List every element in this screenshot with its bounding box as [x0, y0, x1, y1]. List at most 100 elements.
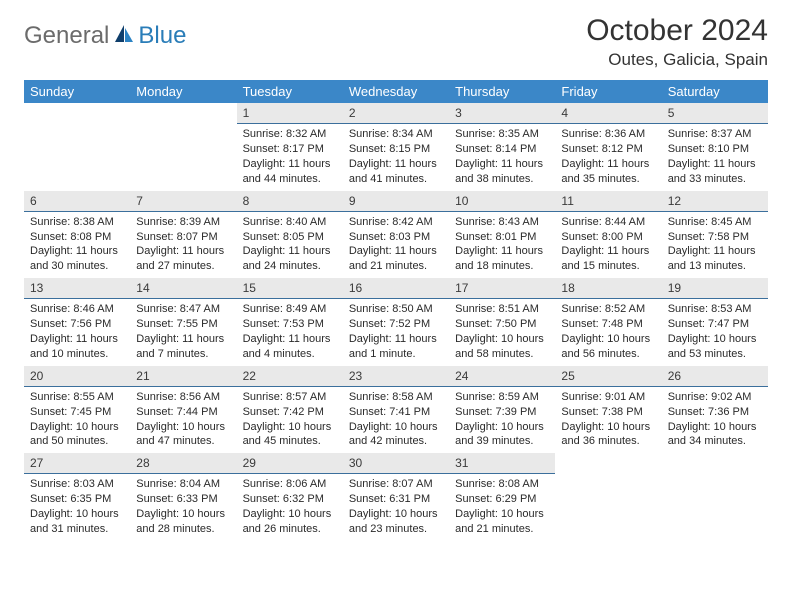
- day-body: Sunrise: 8:47 AMSunset: 7:55 PMDaylight:…: [130, 299, 236, 365]
- day-body: Sunrise: 8:06 AMSunset: 6:32 PMDaylight:…: [237, 474, 343, 540]
- day-body: Sunrise: 8:58 AMSunset: 7:41 PMDaylight:…: [343, 387, 449, 453]
- calendar-cell: 27Sunrise: 8:03 AMSunset: 6:35 PMDayligh…: [24, 453, 130, 541]
- weekday-header: Saturday: [662, 80, 768, 103]
- calendar-cell: 10Sunrise: 8:43 AMSunset: 8:01 PMDayligh…: [449, 191, 555, 279]
- day-body: Sunrise: 8:39 AMSunset: 8:07 PMDaylight:…: [130, 212, 236, 278]
- day-body: Sunrise: 8:07 AMSunset: 6:31 PMDaylight:…: [343, 474, 449, 540]
- weekday-header: Tuesday: [237, 80, 343, 103]
- day-body: Sunrise: 8:49 AMSunset: 7:53 PMDaylight:…: [237, 299, 343, 365]
- calendar-cell: 19Sunrise: 8:53 AMSunset: 7:47 PMDayligh…: [662, 278, 768, 366]
- day-number: 12: [662, 191, 768, 212]
- day-body: Sunrise: 8:04 AMSunset: 6:33 PMDaylight:…: [130, 474, 236, 540]
- day-number: 29: [237, 453, 343, 474]
- day-number: 4: [555, 103, 661, 124]
- day-number: 6: [24, 191, 130, 212]
- day-number: 3: [449, 103, 555, 124]
- calendar-cell: 21Sunrise: 8:56 AMSunset: 7:44 PMDayligh…: [130, 366, 236, 454]
- day-number: 2: [343, 103, 449, 124]
- day-number: 1: [237, 103, 343, 124]
- day-number: 28: [130, 453, 236, 474]
- calendar-cell: 31Sunrise: 8:08 AMSunset: 6:29 PMDayligh…: [449, 453, 555, 541]
- weekday-header: Wednesday: [343, 80, 449, 103]
- day-body: Sunrise: 8:53 AMSunset: 7:47 PMDaylight:…: [662, 299, 768, 365]
- calendar-cell: 7Sunrise: 8:39 AMSunset: 8:07 PMDaylight…: [130, 191, 236, 279]
- day-number: 14: [130, 278, 236, 299]
- day-body: Sunrise: 8:59 AMSunset: 7:39 PMDaylight:…: [449, 387, 555, 453]
- day-body: Sunrise: 8:03 AMSunset: 6:35 PMDaylight:…: [24, 474, 130, 540]
- calendar-cell: 14Sunrise: 8:47 AMSunset: 7:55 PMDayligh…: [130, 278, 236, 366]
- weekday-header: Sunday: [24, 80, 130, 103]
- day-number: 23: [343, 366, 449, 387]
- calendar-row: 20Sunrise: 8:55 AMSunset: 7:45 PMDayligh…: [24, 366, 768, 454]
- day-body: Sunrise: 8:34 AMSunset: 8:15 PMDaylight:…: [343, 124, 449, 190]
- calendar-cell: 26Sunrise: 9:02 AMSunset: 7:36 PMDayligh…: [662, 366, 768, 454]
- calendar-cell: 12Sunrise: 8:45 AMSunset: 7:58 PMDayligh…: [662, 191, 768, 279]
- day-body: Sunrise: 8:52 AMSunset: 7:48 PMDaylight:…: [555, 299, 661, 365]
- day-body: Sunrise: 8:55 AMSunset: 7:45 PMDaylight:…: [24, 387, 130, 453]
- calendar-cell: 15Sunrise: 8:49 AMSunset: 7:53 PMDayligh…: [237, 278, 343, 366]
- calendar-cell: [662, 453, 768, 541]
- calendar-cell: 17Sunrise: 8:51 AMSunset: 7:50 PMDayligh…: [449, 278, 555, 366]
- weekday-header: Friday: [555, 80, 661, 103]
- day-number: 16: [343, 278, 449, 299]
- day-number: 30: [343, 453, 449, 474]
- calendar-cell: 5Sunrise: 8:37 AMSunset: 8:10 PMDaylight…: [662, 103, 768, 191]
- day-number: 24: [449, 366, 555, 387]
- sail-icon: [113, 23, 135, 50]
- day-number: 19: [662, 278, 768, 299]
- day-number: 7: [130, 191, 236, 212]
- title-block: October 2024 Outes, Galicia, Spain: [586, 14, 768, 70]
- calendar-row: 6Sunrise: 8:38 AMSunset: 8:08 PMDaylight…: [24, 191, 768, 279]
- day-body: Sunrise: 8:32 AMSunset: 8:17 PMDaylight:…: [237, 124, 343, 190]
- calendar-cell: 8Sunrise: 8:40 AMSunset: 8:05 PMDaylight…: [237, 191, 343, 279]
- calendar-tbody: 1Sunrise: 8:32 AMSunset: 8:17 PMDaylight…: [24, 103, 768, 541]
- day-body: Sunrise: 8:44 AMSunset: 8:00 PMDaylight:…: [555, 212, 661, 278]
- calendar-cell: 18Sunrise: 8:52 AMSunset: 7:48 PMDayligh…: [555, 278, 661, 366]
- calendar-table: SundayMondayTuesdayWednesdayThursdayFrid…: [24, 80, 768, 541]
- day-body: Sunrise: 8:08 AMSunset: 6:29 PMDaylight:…: [449, 474, 555, 540]
- day-body: Sunrise: 8:57 AMSunset: 7:42 PMDaylight:…: [237, 387, 343, 453]
- calendar-cell: 13Sunrise: 8:46 AMSunset: 7:56 PMDayligh…: [24, 278, 130, 366]
- day-body: Sunrise: 8:35 AMSunset: 8:14 PMDaylight:…: [449, 124, 555, 190]
- calendar-cell: 4Sunrise: 8:36 AMSunset: 8:12 PMDaylight…: [555, 103, 661, 191]
- day-body: Sunrise: 8:45 AMSunset: 7:58 PMDaylight:…: [662, 212, 768, 278]
- day-number: 9: [343, 191, 449, 212]
- day-number: 5: [662, 103, 768, 124]
- day-body: Sunrise: 8:50 AMSunset: 7:52 PMDaylight:…: [343, 299, 449, 365]
- location-text: Outes, Galicia, Spain: [586, 50, 768, 70]
- calendar-cell: 22Sunrise: 8:57 AMSunset: 7:42 PMDayligh…: [237, 366, 343, 454]
- day-number: 22: [237, 366, 343, 387]
- calendar-cell: 6Sunrise: 8:38 AMSunset: 8:08 PMDaylight…: [24, 191, 130, 279]
- day-body: Sunrise: 8:56 AMSunset: 7:44 PMDaylight:…: [130, 387, 236, 453]
- calendar-cell: 2Sunrise: 8:34 AMSunset: 8:15 PMDaylight…: [343, 103, 449, 191]
- day-body: Sunrise: 9:02 AMSunset: 7:36 PMDaylight:…: [662, 387, 768, 453]
- day-body: Sunrise: 8:43 AMSunset: 8:01 PMDaylight:…: [449, 212, 555, 278]
- brand-logo: General Blue: [24, 14, 186, 50]
- calendar-row: 1Sunrise: 8:32 AMSunset: 8:17 PMDaylight…: [24, 103, 768, 191]
- calendar-cell: 11Sunrise: 8:44 AMSunset: 8:00 PMDayligh…: [555, 191, 661, 279]
- calendar-cell: 25Sunrise: 9:01 AMSunset: 7:38 PMDayligh…: [555, 366, 661, 454]
- calendar-thead: SundayMondayTuesdayWednesdayThursdayFrid…: [24, 80, 768, 103]
- calendar-cell: [555, 453, 661, 541]
- day-number: 10: [449, 191, 555, 212]
- day-body: Sunrise: 8:38 AMSunset: 8:08 PMDaylight:…: [24, 212, 130, 278]
- day-number: 31: [449, 453, 555, 474]
- day-body: Sunrise: 8:36 AMSunset: 8:12 PMDaylight:…: [555, 124, 661, 190]
- day-body: Sunrise: 8:51 AMSunset: 7:50 PMDaylight:…: [449, 299, 555, 365]
- day-body: Sunrise: 8:37 AMSunset: 8:10 PMDaylight:…: [662, 124, 768, 190]
- calendar-cell: 1Sunrise: 8:32 AMSunset: 8:17 PMDaylight…: [237, 103, 343, 191]
- day-number: 15: [237, 278, 343, 299]
- calendar-cell: [24, 103, 130, 191]
- day-number: 25: [555, 366, 661, 387]
- calendar-cell: 3Sunrise: 8:35 AMSunset: 8:14 PMDaylight…: [449, 103, 555, 191]
- day-number: 26: [662, 366, 768, 387]
- brand-text-2: Blue: [138, 22, 186, 50]
- day-number: 18: [555, 278, 661, 299]
- calendar-cell: 9Sunrise: 8:42 AMSunset: 8:03 PMDaylight…: [343, 191, 449, 279]
- calendar-cell: 29Sunrise: 8:06 AMSunset: 6:32 PMDayligh…: [237, 453, 343, 541]
- calendar-cell: 16Sunrise: 8:50 AMSunset: 7:52 PMDayligh…: [343, 278, 449, 366]
- day-number: 8: [237, 191, 343, 212]
- calendar-row: 27Sunrise: 8:03 AMSunset: 6:35 PMDayligh…: [24, 453, 768, 541]
- calendar-cell: 30Sunrise: 8:07 AMSunset: 6:31 PMDayligh…: [343, 453, 449, 541]
- day-number: 11: [555, 191, 661, 212]
